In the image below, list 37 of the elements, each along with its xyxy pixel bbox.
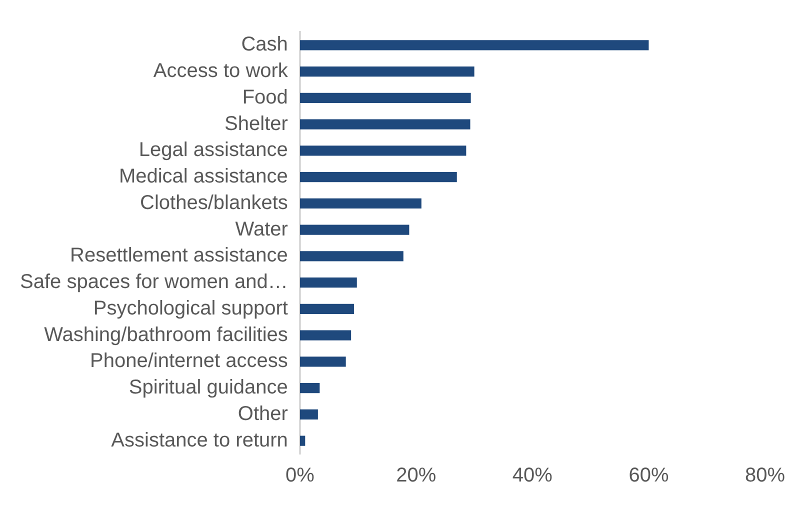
bar [300, 436, 306, 446]
bar [300, 278, 357, 288]
y-tick-label: Food [242, 86, 288, 108]
x-tick-label: 20% [396, 464, 436, 487]
y-tick-label: Resettlement assistance [70, 244, 288, 267]
y-tick-label: Water [235, 218, 288, 240]
bar [300, 304, 354, 314]
bar [300, 330, 352, 340]
y-tick-label: Cash [241, 34, 288, 56]
x-tick-label: 0% [285, 464, 315, 487]
x-tick-label: 80% [744, 464, 786, 487]
y-tick-label: Assistance to return [111, 429, 288, 452]
y-tick-label: Other [238, 402, 288, 425]
bar [300, 409, 318, 420]
bar [300, 356, 346, 367]
x-tick-label: 60% [628, 464, 669, 487]
y-tick-label: Safe spaces for women and… [20, 271, 288, 294]
bar [300, 40, 649, 50]
y-tick-label: Legal assistance [138, 139, 288, 162]
bar [300, 92, 471, 103]
bar [300, 172, 457, 182]
x-tick-label: 40% [512, 464, 553, 487]
y-tick-label: Spiritual guidance [128, 376, 288, 399]
y-tick-label: Clothes/blankets [140, 192, 288, 214]
y-tick-label: Access to work [153, 60, 289, 82]
y-tick-label: Medical assistance [118, 166, 288, 188]
bar [300, 224, 410, 235]
bar [300, 251, 404, 262]
y-tick-label: Shelter [224, 112, 288, 135]
bar [300, 66, 474, 77]
bar [300, 198, 422, 208]
bar [300, 146, 466, 156]
bar [300, 383, 320, 394]
y-tick-label: Phone/internet access [90, 350, 288, 372]
bar [300, 119, 470, 130]
y-tick-label: Psychological support [93, 297, 288, 320]
y-tick-label: Washing/bathroom facilities [44, 324, 288, 346]
